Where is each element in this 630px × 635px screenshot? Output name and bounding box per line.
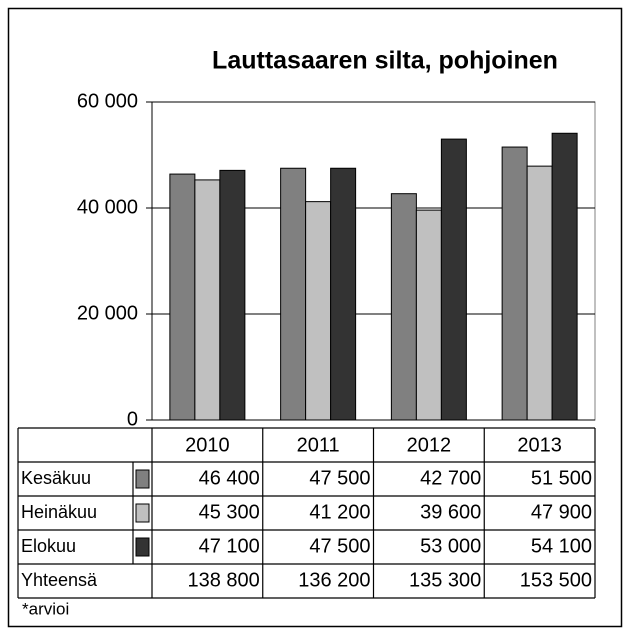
- table-value: 47 500: [309, 535, 370, 557]
- legend-swatch: [135, 503, 150, 523]
- bar: [440, 138, 467, 421]
- table-value: 51 500: [531, 467, 592, 489]
- bar: [526, 165, 553, 421]
- bar: [219, 169, 246, 421]
- bar: [169, 173, 196, 421]
- legend-label: Kesäkuu: [21, 468, 91, 488]
- y-tick-label: 20 000: [77, 302, 138, 324]
- legend-swatch: [135, 537, 150, 557]
- total-label: Yhteensä: [21, 570, 98, 590]
- table-value: 39 600: [420, 501, 481, 523]
- bar: [415, 209, 442, 421]
- table-total: 135 300: [409, 569, 481, 591]
- bar: [194, 179, 221, 421]
- table-value: 47 900: [531, 501, 592, 523]
- table-total: 138 800: [187, 569, 259, 591]
- table-value: 41 200: [309, 501, 370, 523]
- table-value: 53 000: [420, 535, 481, 557]
- table-total: 153 500: [520, 569, 592, 591]
- x-tick-label: 2013: [517, 434, 562, 456]
- chart-title: Lauttasaaren silta, pohjoinen: [212, 47, 558, 75]
- table-value: 46 400: [199, 467, 260, 489]
- bar: [501, 146, 528, 421]
- footnote: *arvioi: [22, 599, 69, 618]
- bar: [390, 193, 417, 421]
- table-value: 54 100: [531, 535, 592, 557]
- x-tick-label: 2012: [407, 434, 452, 456]
- bar: [551, 132, 578, 421]
- table-value: 45 300: [199, 501, 260, 523]
- bar: [280, 167, 307, 421]
- table-value: 42 700: [420, 467, 481, 489]
- legend-label: Heinäkuu: [21, 502, 97, 522]
- y-tick-label: 40 000: [77, 196, 138, 218]
- table-value: 47 100: [199, 535, 260, 557]
- x-tick-label: 2010: [185, 434, 230, 456]
- bar: [330, 167, 357, 421]
- legend-swatch: [135, 469, 150, 489]
- y-tick-label: 60 000: [77, 90, 138, 112]
- legend-label: Elokuu: [21, 536, 76, 556]
- x-tick-label: 2011: [297, 434, 340, 456]
- table-total: 136 200: [298, 569, 370, 591]
- table-value: 47 500: [309, 467, 370, 489]
- y-tick-label: 0: [127, 408, 138, 430]
- bar: [305, 201, 332, 421]
